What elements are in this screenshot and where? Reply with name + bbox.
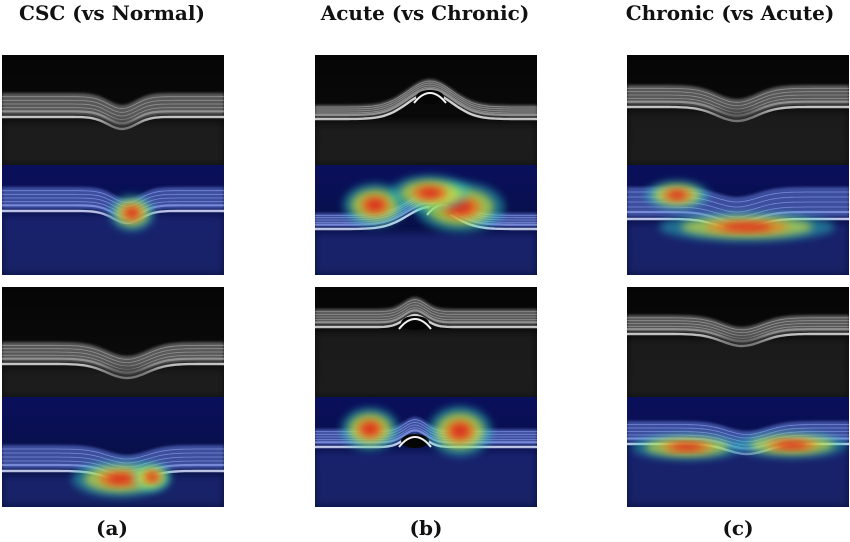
column-title-chronic: Chronic (vs Acute)	[625, 1, 835, 25]
oct-scan-b1	[315, 55, 537, 165]
column-title-csc: CSC (vs Normal)	[19, 1, 205, 25]
oct-scan-c2	[627, 287, 849, 397]
heatmap-overlay-a1	[2, 165, 224, 275]
heatmap-overlay-c2	[627, 397, 849, 507]
caption-a: (a)	[96, 516, 128, 540]
heatmap-overlay-b1	[315, 165, 537, 275]
caption-b: (b)	[409, 516, 443, 540]
heatmap-overlay-c1	[627, 165, 849, 275]
oct-scan-c1	[627, 55, 849, 165]
oct-scan-a1	[2, 55, 224, 165]
oct-scan-b2	[315, 287, 537, 397]
oct-scan-a2	[2, 287, 224, 397]
heatmap-overlay-b2	[315, 397, 537, 507]
caption-c: (c)	[722, 516, 754, 540]
column-title-acute: Acute (vs Chronic)	[320, 1, 530, 25]
heatmap-overlay-a2	[2, 397, 224, 507]
